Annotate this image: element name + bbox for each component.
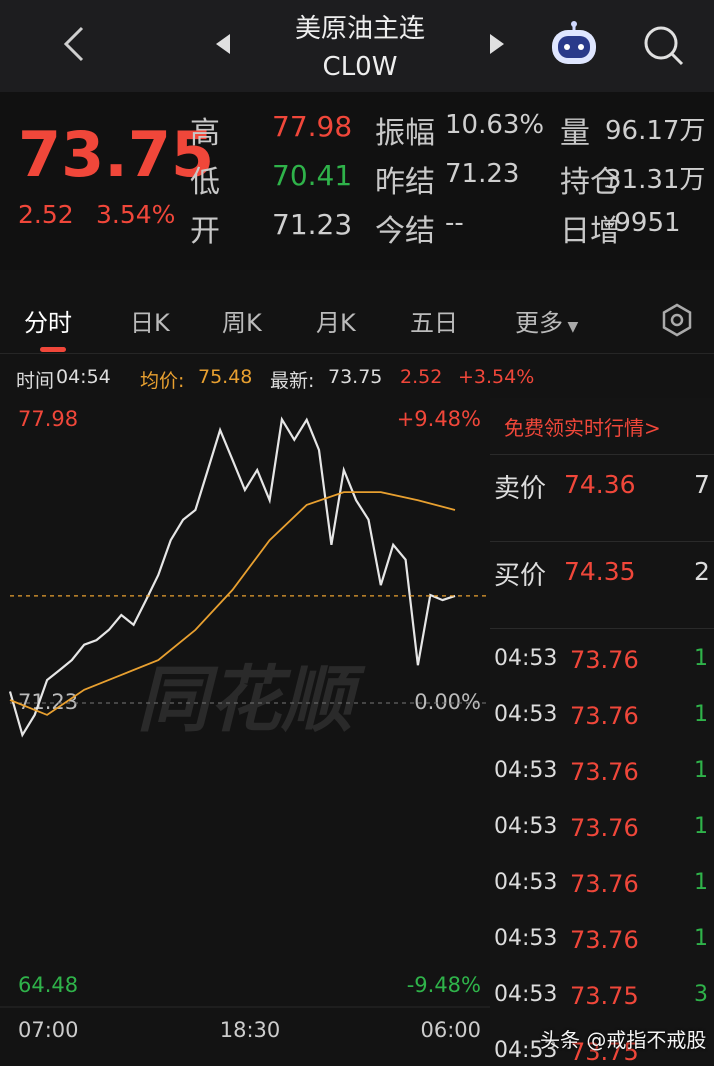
trade-time: 04:53 (494, 814, 558, 839)
info-time: 04:54 (56, 366, 111, 388)
info-avg-label: 均价: (140, 370, 185, 392)
stat-value: 71.23 (272, 208, 353, 241)
search-button[interactable] (642, 24, 686, 68)
trade-time: 04:53 (494, 1038, 558, 1063)
trade-time: 04:53 (494, 926, 558, 951)
change: 2.52 (18, 200, 74, 229)
tab[interactable]: 月K (316, 309, 356, 337)
y2-tick-label: 0.00% (414, 690, 481, 714)
stat-label: 日增 (560, 214, 620, 249)
stat-value: -- (445, 208, 464, 238)
trade-price: 73.75 (570, 1038, 639, 1066)
tab-indicator (40, 347, 66, 352)
price-line (8, 416, 456, 738)
ask-price: 74.36 (564, 470, 636, 499)
stat-value: 96.17万 (605, 116, 706, 146)
tab[interactable]: 更多 ▼ (515, 309, 579, 337)
code: CL0W (322, 52, 398, 82)
stat-value: 70.41 (272, 159, 353, 192)
divider (490, 628, 714, 629)
trade-volume: 3 (694, 982, 708, 1007)
stat-label: 今结 (375, 214, 435, 249)
trade-volume: 1 (694, 758, 708, 783)
trade-volume: 1 (694, 814, 708, 839)
source-watermark: 头条 @戒指不戒股 (540, 1028, 707, 1052)
trade-time: 04:53 (494, 702, 558, 727)
promo-link[interactable]: 免费领实时行情> (504, 416, 661, 440)
average-line (9, 491, 456, 716)
tab[interactable]: 分时 (24, 309, 72, 337)
stat-label: 昨结 (375, 165, 435, 200)
trade-price: 73.76 (570, 814, 639, 842)
x-tick-label: 06:00 (420, 1018, 481, 1042)
stat-label: 低 (190, 165, 220, 200)
price: 73.75 (18, 118, 215, 191)
stat-value: 31.31万 (605, 165, 706, 195)
settings-button[interactable] (660, 303, 694, 337)
stat-value: 77.98 (272, 110, 353, 143)
trade-price: 73.76 (570, 926, 639, 954)
trade-volume: 1 (694, 702, 708, 727)
y-tick-label: 71.23 (18, 690, 78, 714)
tab[interactable]: 周K (222, 309, 262, 337)
y-tick-label: 64.48 (18, 973, 78, 997)
assistant-icon[interactable] (548, 20, 600, 68)
bid-label: 买价 (494, 561, 547, 591)
divider (490, 541, 714, 542)
info-line: 时间 04:54 均价: 75.48 最新: 73.75 2.52 +3.54% (16, 366, 714, 392)
stat-value: 10.63% (445, 110, 545, 140)
y2-tick-label: -9.48% (407, 973, 481, 997)
tab[interactable]: 五日 (410, 309, 458, 337)
stat-label: 高 (190, 116, 220, 151)
trade-time: 04:53 (494, 982, 558, 1007)
trade-time: 04:53 (494, 758, 558, 783)
info-change: 2.52 (400, 366, 443, 388)
stat-value: 71.23 (445, 159, 520, 189)
title: 美原油主连 (294, 14, 425, 44)
quote-panel: 73.75 2.52 3.54% 高 77.98 振幅 10.63% 量 96.17万低 7… (0, 92, 714, 270)
stat-label: 持仓 (560, 165, 620, 200)
stat-label: 开 (190, 214, 220, 249)
info-latest: 73.75 (328, 366, 383, 388)
top-bar: 美原油主连 CL0W (0, 0, 714, 92)
info-avg: 75.48 (198, 366, 253, 388)
next-button[interactable] (488, 32, 508, 56)
x-tick-label: 18:30 (220, 1018, 281, 1042)
info-latest-label: 最新: (270, 370, 315, 392)
change-pct: 3.54% (96, 200, 176, 229)
info-change-pct: +3.54% (458, 366, 535, 388)
ask-volume: 7 (694, 470, 710, 499)
trade-volume: 1 (694, 926, 708, 951)
trade-time: 04:53 (494, 646, 558, 671)
intraday-chart: 同花顺 77.98 71.23 64.48 +9.48% 0.00% -9.48% 07:00… (0, 407, 490, 1042)
trade-panel: 免费领实时行情> 卖价 74.36 7 买价 74.35 2 04:53 73.76 1 04:53… (490, 398, 714, 1066)
trade-time: 04:53 (494, 870, 558, 895)
info-time-label: 时间 (16, 370, 55, 392)
prev-button[interactable] (212, 32, 232, 56)
trade-price: 73.76 (570, 646, 639, 674)
trade-price: 73.76 (570, 758, 639, 786)
tabs: 分时 日K 周K 月K 五日 更多 ▼ (0, 285, 714, 354)
trade-price: 73.76 (570, 870, 639, 898)
tab[interactable]: 日K (130, 309, 170, 337)
trade-volume: 1 (694, 870, 708, 895)
back-button[interactable] (58, 24, 88, 64)
y2-tick-label: +9.48% (397, 407, 481, 431)
watermark: 同花顺 (137, 658, 366, 742)
divider (490, 454, 714, 455)
bid-price: 74.35 (564, 557, 636, 586)
trade-price: 73.76 (570, 702, 639, 730)
stat-label: 振幅 (375, 116, 435, 151)
ask-label: 卖价 (494, 474, 547, 504)
trade-price: 73.75 (570, 982, 639, 1010)
stat-value: -9951 (605, 208, 681, 238)
bid-volume: 2 (694, 557, 710, 586)
trade-volume: 1 (694, 646, 708, 671)
stat-label: 量 (560, 116, 590, 151)
x-tick-label: 07:00 (18, 1018, 79, 1042)
y-tick-label: 77.98 (18, 407, 78, 431)
